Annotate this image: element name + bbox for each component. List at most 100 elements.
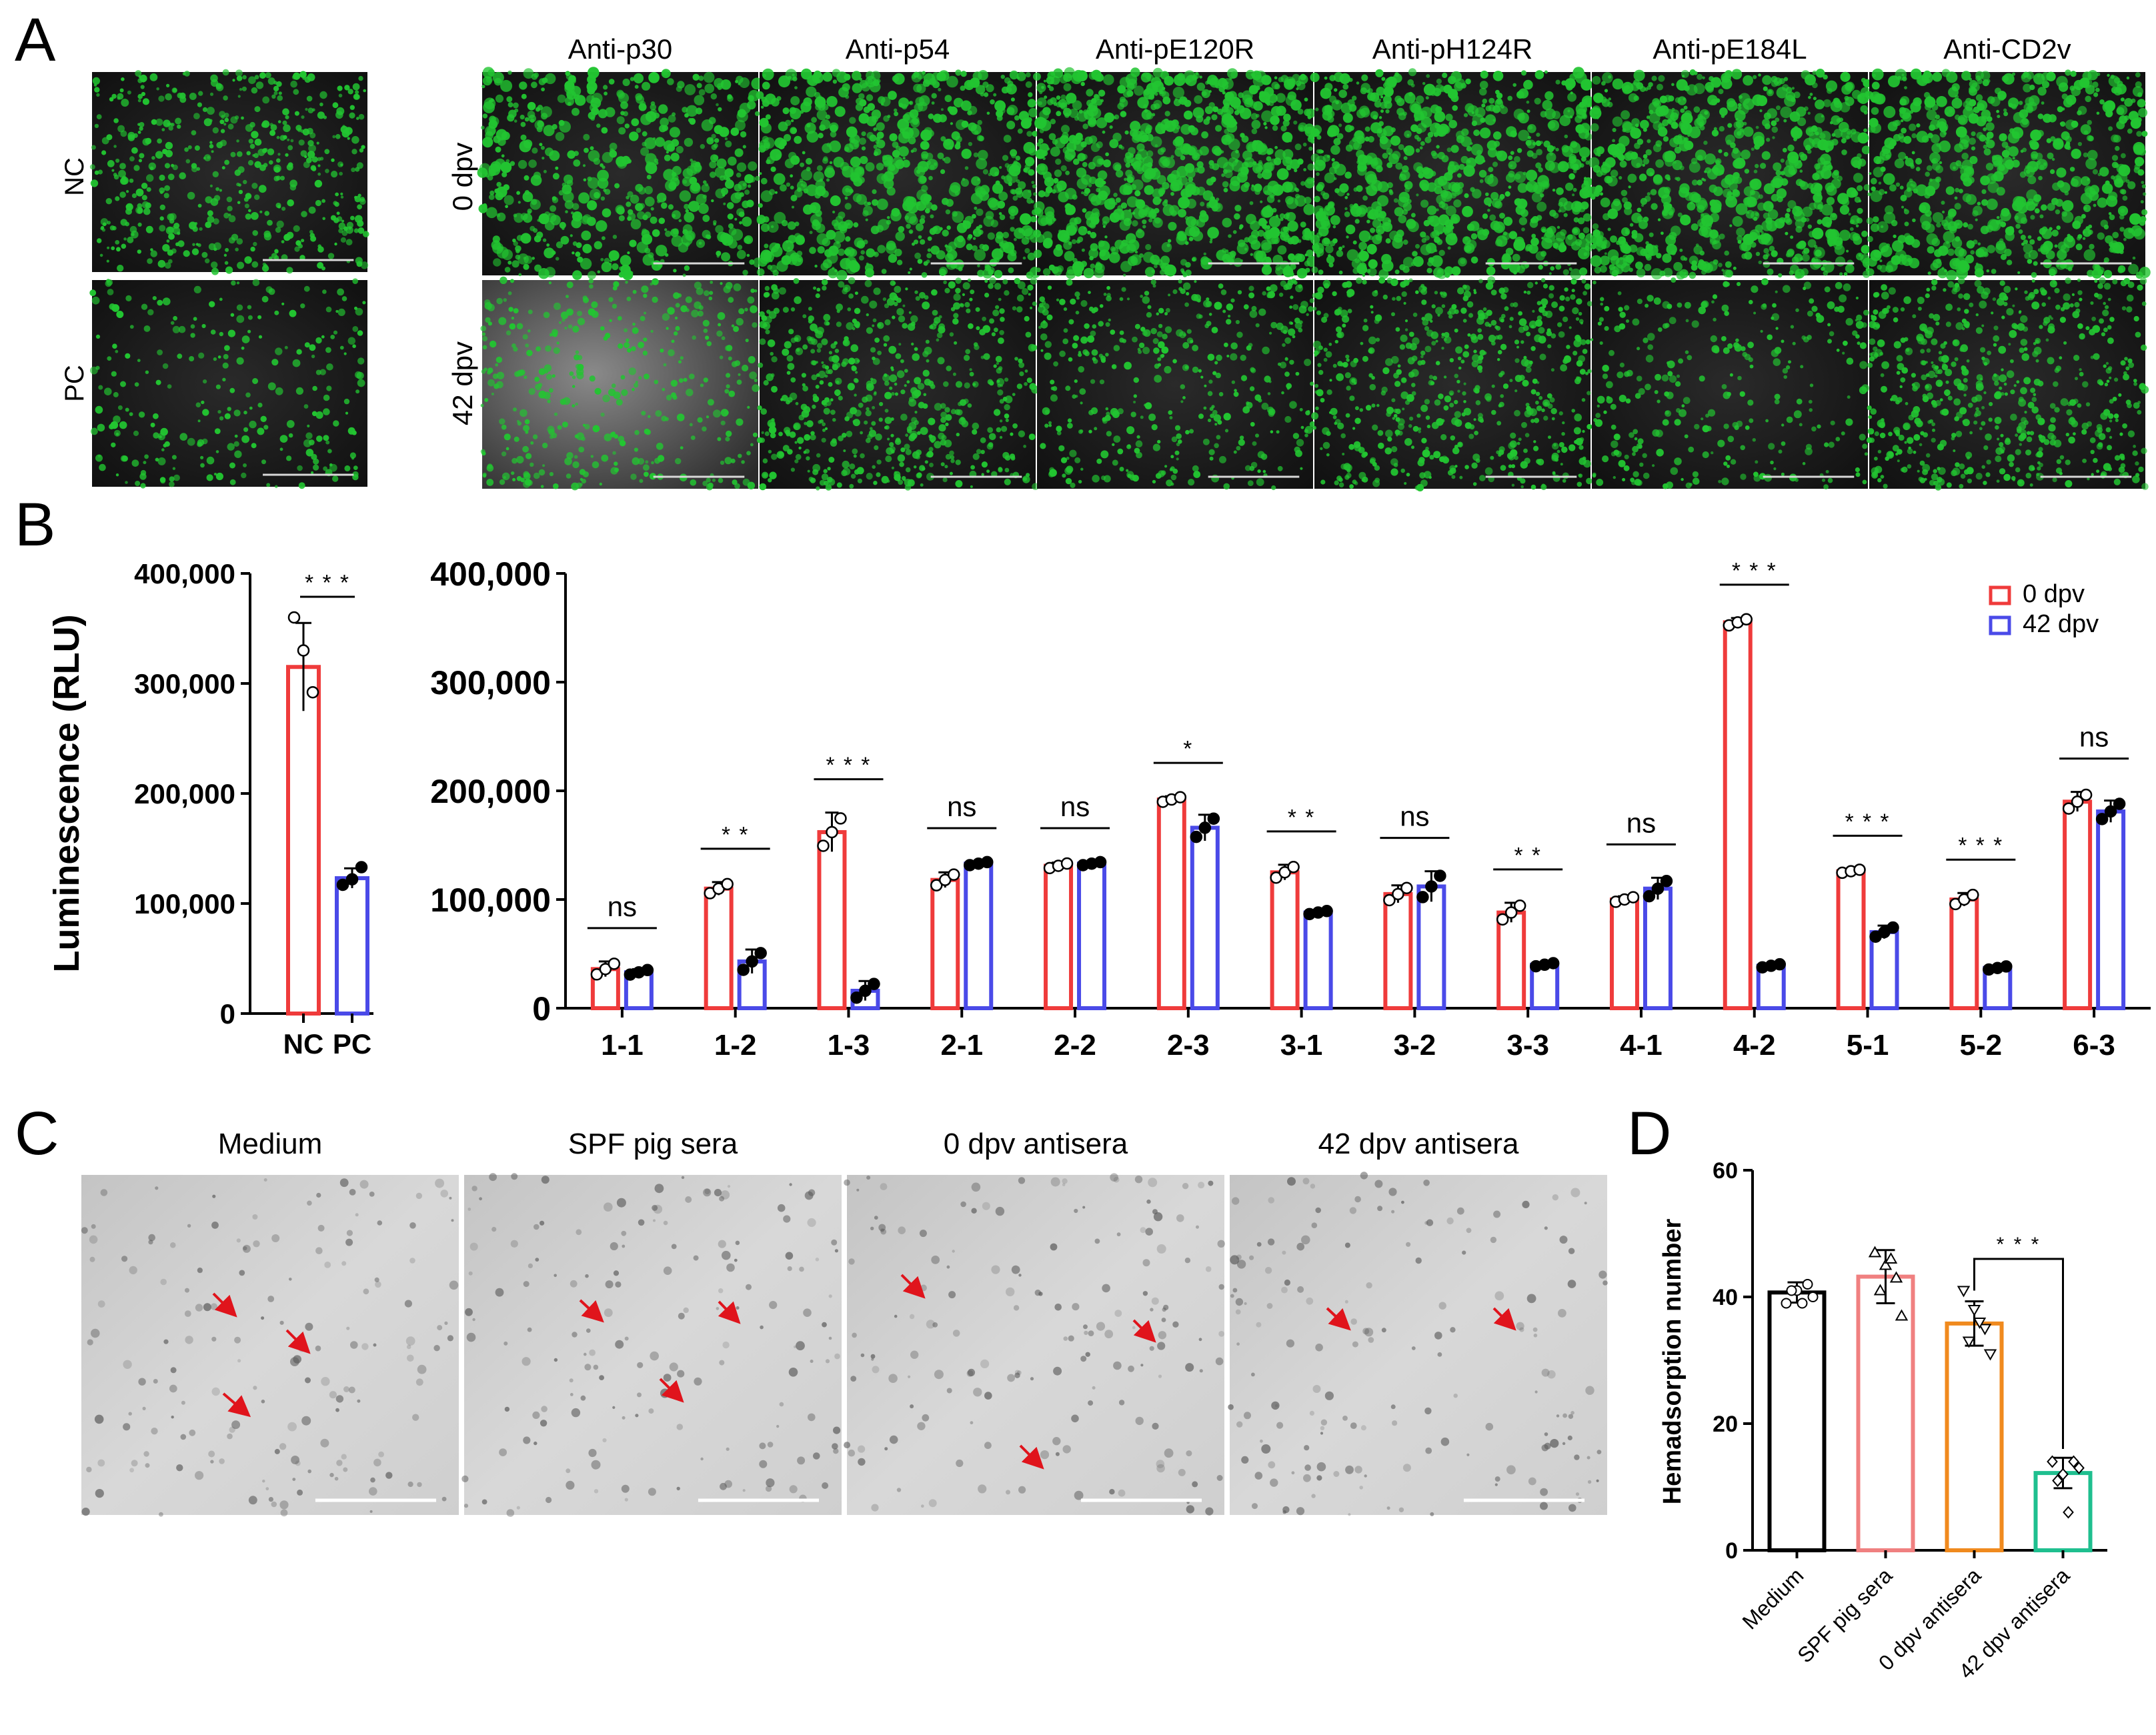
data-point: [1416, 891, 1429, 904]
significance-label: * *: [1288, 805, 1315, 830]
y-tick-label: 200,000: [134, 778, 235, 809]
row-label-nc: NC: [60, 157, 89, 196]
data-point: [1094, 855, 1107, 869]
bar-3-2-0dpv: [1383, 892, 1413, 1010]
significance-label: * * *: [305, 571, 350, 595]
brightfield-micrograph: [844, 1173, 1225, 1516]
x-tick-label: 1-1: [601, 1029, 644, 1062]
data-point: [1983, 1349, 1997, 1361]
data-point: [2063, 1506, 2074, 1519]
bar-2-2-42dpv: [1077, 861, 1107, 1011]
column-label: Anti-p54: [846, 33, 950, 65]
significance-label: ns: [2079, 721, 2109, 753]
data-point: [1434, 870, 1446, 882]
data-point: [1546, 957, 1560, 970]
red-arrow: [1132, 1319, 1156, 1343]
data-point: [1278, 866, 1291, 879]
bar-6-3-42dpv: [2096, 809, 2126, 1010]
x-tick-label: 6-3: [2073, 1029, 2115, 1062]
micrograph-background: [1230, 1175, 1607, 1515]
red-arrow: [1019, 1444, 1044, 1470]
y-tick-label: 0: [532, 990, 551, 1028]
x-tick-label: PC: [333, 1028, 371, 1060]
y-tick-label: 20: [1713, 1412, 1738, 1437]
column-label: Anti-pE120R: [1096, 33, 1254, 65]
micrograph-0dpv: [1588, 69, 1873, 280]
column-label: Anti-p30: [568, 33, 672, 65]
data-point: [2047, 1455, 2058, 1468]
data-point: [608, 958, 621, 970]
data-point: [1400, 882, 1413, 894]
bar-3-3-0dpv: [1496, 910, 1526, 1010]
significance-label: * *: [1514, 843, 1541, 868]
significance-bracket: [1973, 1258, 2064, 1449]
data-point: [1643, 890, 1656, 903]
bar-pc: [335, 876, 369, 1016]
row-label-0dpv: 0 dpv: [447, 143, 478, 211]
x-tick-label: Medium: [1738, 1563, 1809, 1634]
micrograph-0dpv: [1310, 67, 1596, 280]
x-tick-label: 5-1: [1847, 1029, 1889, 1062]
data-point: [2000, 960, 2013, 973]
data-point: [1740, 613, 1753, 626]
data-point: [981, 855, 994, 869]
y-tick-label: 300,000: [134, 668, 235, 699]
significance-label: * * *: [1845, 809, 1891, 834]
y-tick-label: 40: [1713, 1285, 1738, 1310]
data-point: [1190, 830, 1203, 843]
data-point: [817, 839, 830, 852]
data-point: [336, 878, 349, 892]
data-point: [1174, 791, 1187, 803]
data-point: [1853, 863, 1866, 876]
panel-letter-b: B: [15, 491, 56, 559]
panel-a-image-grid: NC PC Anti-p30 Anti-p54 Anti-pE120R Anti-pH12…: [60, 33, 2151, 492]
data-point: [834, 812, 847, 825]
panel-b-charts: 0 100,000 200,000 300,000 400,000 Luminescenc…: [47, 555, 2151, 1062]
red-arrow: [1326, 1307, 1351, 1331]
bar-1-3-0dpv: [817, 829, 847, 1010]
micrograph-0dpv: [756, 68, 1041, 281]
data-point: [1895, 1309, 1909, 1321]
data-point: [1383, 894, 1396, 907]
column-label: Medium: [218, 1128, 323, 1160]
data-point: [1270, 871, 1282, 884]
red-arrow: [212, 1292, 237, 1318]
data-point: [1868, 1246, 1882, 1258]
data-point: [1884, 1252, 1898, 1264]
data-point: [599, 963, 612, 976]
bar-2-3-0dpv: [1156, 797, 1186, 1010]
data-point: [1060, 857, 1074, 870]
data-point: [746, 955, 758, 968]
significance-label: * * *: [1997, 1234, 2041, 1256]
data-point: [1962, 1336, 1976, 1348]
data-point: [1786, 1285, 1797, 1296]
micrograph-42dpv: [480, 276, 760, 491]
x-tick-label: 1-2: [714, 1029, 757, 1062]
significance-label: * * *: [1958, 833, 2003, 858]
y-tick-label: 200,000: [430, 773, 551, 810]
bar-4-1-42dpv: [1643, 886, 1673, 1011]
bar-2-1-0dpv: [930, 878, 960, 1010]
data-point: [1513, 900, 1526, 912]
bar-0-dpv-antisera: [1945, 1321, 2004, 1552]
micrograph-background: [1592, 280, 1868, 489]
bar-2-3-42dpv: [1190, 825, 1220, 1010]
data-point: [930, 879, 943, 892]
x-tick-label: 2-3: [1167, 1029, 1210, 1062]
data-point: [2073, 1461, 2085, 1475]
data-point: [1781, 1298, 1792, 1309]
significance-label: ns: [1400, 801, 1429, 832]
bar-3-1-42dpv: [1303, 910, 1333, 1010]
bar-medium: [1767, 1290, 1827, 1552]
significance-label: ns: [608, 891, 637, 922]
red-arrow: [222, 1392, 251, 1418]
data-point: [1873, 1284, 1887, 1296]
column-label: 0 dpv antisera: [944, 1128, 1128, 1160]
data-point: [1889, 1271, 1903, 1283]
brightfield-micrograph: [1228, 1172, 1608, 1516]
red-arrow: [659, 1378, 684, 1403]
d-y-axis-label: Hemadsorption number: [1659, 1218, 1687, 1504]
bar-nc: [286, 665, 321, 1016]
significance-label: * *: [722, 823, 749, 847]
